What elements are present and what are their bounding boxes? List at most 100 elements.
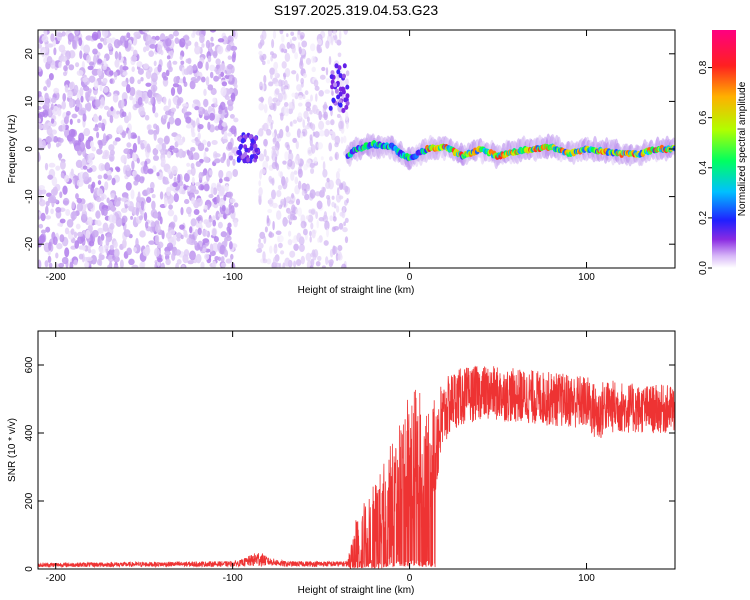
spectrogram-cell: [280, 79, 286, 86]
spectrogram-cell: [59, 160, 66, 170]
spectrogram-cell: [63, 65, 68, 72]
spectrogram-cell: [62, 123, 66, 132]
spectrogram-cell: [285, 131, 291, 138]
spectrogram-cell: [324, 128, 330, 138]
spectrogram-cell: [276, 133, 281, 139]
spectrogram-cell: [291, 238, 298, 244]
spectrogram-cell: [233, 202, 239, 208]
spectrogram-cell: [203, 156, 210, 163]
spectrogram-cell: [157, 44, 163, 55]
spectrogram-cell: [304, 90, 309, 96]
spectrogram-cell: [162, 180, 170, 185]
spectrogram-cell: [104, 162, 111, 172]
spectrogram-cell: [220, 86, 227, 97]
spectrogram-cell: [189, 226, 193, 234]
spectrogram-cell: [58, 61, 62, 69]
spectrogram-cell: [139, 262, 144, 268]
spectrogram-cell: [220, 256, 225, 263]
spectrogram-cell: [325, 40, 330, 49]
spectrogram-cell: [309, 236, 312, 243]
spectrogram-cell: [182, 254, 189, 264]
spectrogram-cell: [53, 87, 60, 94]
spectrogram-cell: [340, 86, 345, 92]
spectrogram-cell: [213, 236, 219, 243]
spectrogram-cell: [114, 137, 121, 142]
spectrogram-cell: [332, 245, 338, 255]
spectrogram-cell: [166, 242, 174, 251]
spectrogram-cell: [315, 191, 321, 197]
spectrogram-cell: [238, 145, 243, 151]
spectrogram-cell: [304, 125, 311, 130]
spectrogram-cell: [205, 76, 210, 86]
spectrogram-cell: [218, 178, 223, 184]
spectrogram-cell: [340, 136, 344, 144]
spectrogram-cell: [74, 175, 78, 185]
spectrogram-cell: [298, 46, 302, 55]
spectrogram-cell: [116, 110, 120, 115]
spectrogram-cell: [52, 186, 58, 196]
spectrogram-cell: [96, 196, 102, 203]
spectrogram-cell: [131, 264, 139, 268]
spectrogram-cell: [61, 256, 69, 265]
spectrogram-cell: [345, 70, 350, 77]
snr-panel: -200 -100 0 100 0 200 400 600 Height of straigh…: [7, 330, 676, 596]
spectrogram-cell: [107, 42, 113, 50]
spectrogram-cell: [312, 104, 318, 115]
spectrogram-cell: [273, 61, 279, 70]
spectrogram-cell: [309, 137, 313, 147]
spectrogram-cell: [147, 124, 152, 130]
spectrogram-cell: [286, 41, 291, 50]
spectrogram-cell: [272, 220, 275, 231]
spectrogram-cell: [73, 84, 79, 94]
spectrogram-cell: [140, 111, 146, 116]
spectrogram-cell: [346, 197, 349, 204]
spectrogram-cell: [212, 187, 218, 196]
spectrogram-cell: [323, 240, 329, 246]
snr-axes: -200 -100 0 100 0 200 400 600: [24, 331, 675, 584]
spectrogram-cell: [327, 30, 333, 37]
spectrogram-cell: [38, 66, 42, 72]
spectrogram-cell: [194, 105, 200, 111]
spectrogram-cell: [129, 95, 134, 101]
spectrogram-cell: [310, 222, 314, 230]
spectrogram-cell: [266, 59, 271, 65]
spectrogram-cell: [135, 237, 139, 248]
spectrogram-cell: [301, 40, 308, 48]
spectrogram-cell: [254, 154, 259, 160]
spectrogram-cell: [287, 158, 293, 168]
spectrogram-cell: [93, 127, 99, 132]
spectrogram-cell: [276, 189, 282, 198]
spectrogram-cell: [46, 78, 51, 88]
spectrogram-cell: [171, 252, 176, 261]
spectrogram-xtick-label: 0: [407, 272, 413, 283]
spectrogram-cell: [228, 75, 233, 82]
spectrogram-cell: [113, 113, 120, 119]
colorbar-tick-label: 0.6: [698, 110, 709, 124]
spectrogram-cell: [88, 61, 95, 66]
spectrogram-cell: [135, 207, 140, 217]
spectrogram-cell: [322, 161, 326, 171]
spectrogram-cell: [50, 103, 54, 111]
spectrogram-cell: [212, 228, 217, 237]
spectrogram-cell: [277, 242, 283, 249]
spectrogram-cell: [208, 194, 214, 199]
spectrogram-cell: [109, 222, 115, 230]
spectrogram-cell: [309, 43, 316, 52]
spectrogram-cell: [169, 221, 176, 229]
spectrogram-cell: [89, 140, 94, 148]
spectrogram-cell: [79, 141, 86, 152]
spectrogram-cell: [194, 45, 201, 55]
spectrogram-cell: [63, 174, 70, 183]
spectrogram-cell: [38, 123, 43, 130]
spectrogram-cell: [98, 115, 102, 121]
spectrogram-cell: [108, 144, 115, 151]
spectrogram-cell: [61, 31, 66, 37]
spectrogram-cell: [330, 37, 335, 42]
spectrogram-cell: [258, 187, 263, 196]
spectrogram-cell: [120, 154, 127, 164]
spectrogram-cell: [95, 210, 101, 219]
spectrogram-cell: [191, 176, 195, 185]
spectrogram-cell: [122, 71, 128, 76]
spectrogram-cell: [338, 30, 342, 41]
spectrogram-cell: [257, 242, 264, 249]
